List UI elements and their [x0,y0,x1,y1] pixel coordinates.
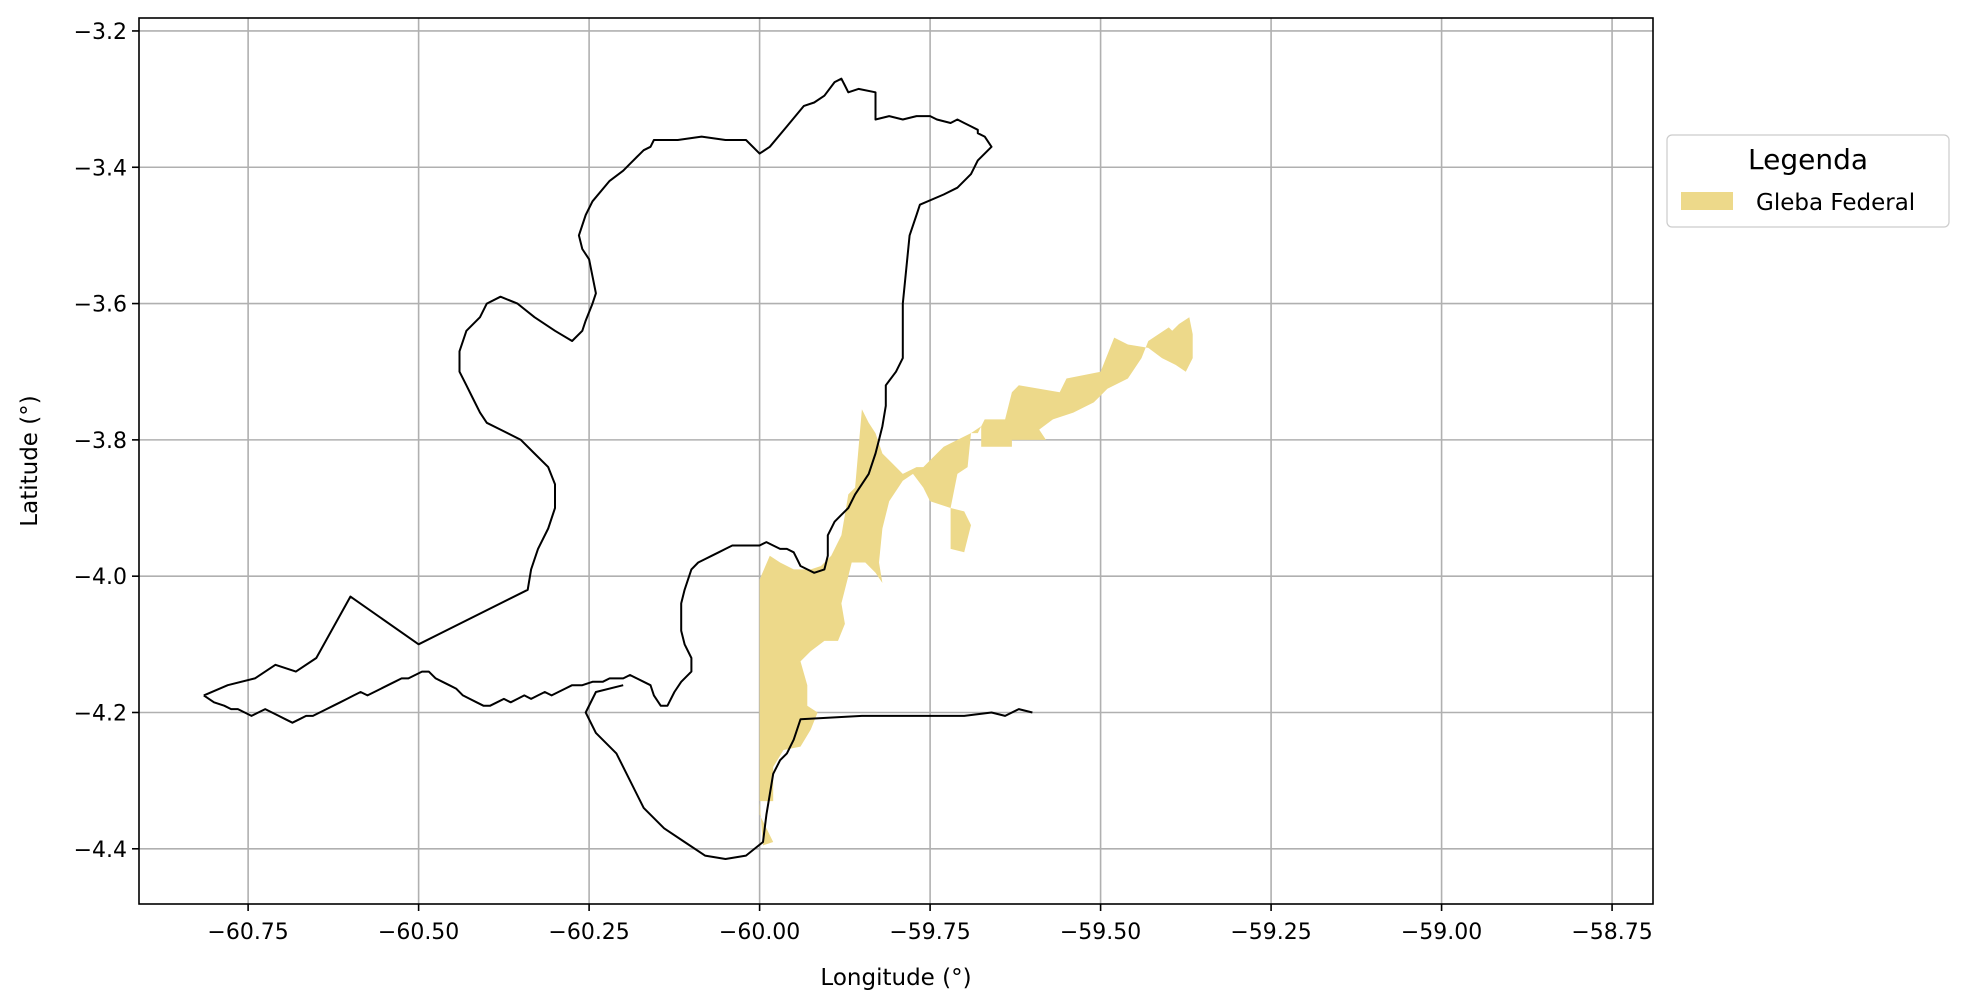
y-tick-label-2: −3.6 [74,293,127,318]
y-axis-label: Latitude (°) [17,395,43,526]
x-tick-label-5: −59.50 [1060,920,1141,945]
y-tick-label-1: −3.4 [74,156,127,181]
y-tick-label-6: −4.4 [74,838,127,863]
y-tick-label-4: −4.0 [74,565,127,590]
x-tick-label-8: −58.75 [1571,920,1652,945]
legend-label-gleba-federal: Gleba Federal [1756,190,1915,216]
legend-title: Legenda [1748,143,1868,176]
x-tick-label-0: −60.75 [207,920,288,945]
x-tick-label-2: −60.25 [548,920,629,945]
y-tick-label-0: −3.2 [74,20,127,45]
axis-ticks: −60.75 −60.50 −60.25 −60.00 −59.75 −59.50 −59.… [74,20,1653,945]
x-tick-label-1: −60.50 [378,920,459,945]
outline-boundary-east [584,684,1033,860]
legend: Legenda Gleba Federal [1666,134,1950,228]
legend-swatch-gleba-federal [1681,192,1733,210]
axes-frame [138,17,1654,905]
legend-box [1666,134,1950,228]
y-tick-label-3: −3.8 [74,429,127,454]
x-axis-label: Longitude (°) [820,965,971,991]
y-tick-label-5: −4.2 [74,701,127,726]
x-tick-label-3: −60.00 [719,920,800,945]
x-tick-label-7: −59.00 [1401,920,1482,945]
grid-lines [139,18,1653,904]
outline-boundary [203,77,993,724]
x-tick-label-4: −59.75 [889,920,970,945]
polygon-gleba-federal [759,317,1193,846]
x-tick-label-6: −59.25 [1230,920,1311,945]
map-polygons [203,77,1193,860]
